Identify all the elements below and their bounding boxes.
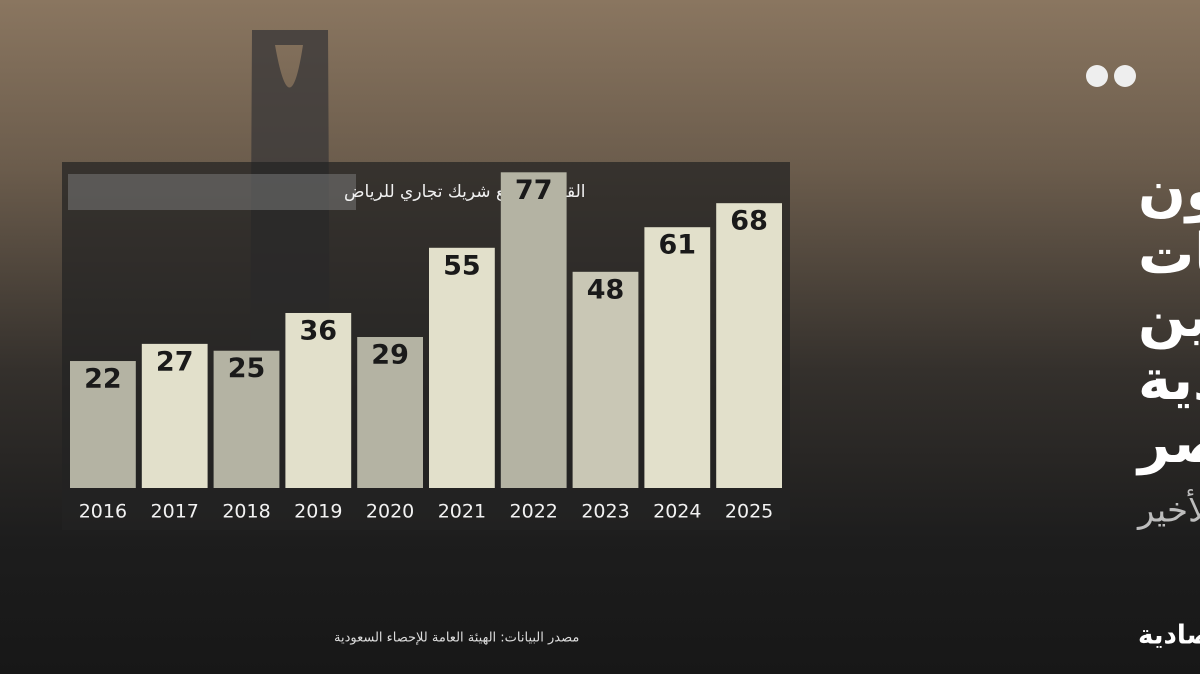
bar [429, 247, 495, 488]
caption-box [68, 174, 356, 210]
subtitle: في العقد الأخير [1136, 489, 1200, 531]
bar [213, 350, 280, 488]
bar [70, 361, 136, 488]
dot [1086, 65, 1108, 87]
value-label: 55 [443, 250, 481, 281]
title-line: تجارية بين [1138, 285, 1200, 350]
source: مصدر البيانات: الهيئة العامة للإحصاء الس… [334, 631, 579, 646]
bar [357, 337, 423, 488]
x-tick-label: 2016 [79, 501, 127, 523]
x-tick-label: 2019 [294, 501, 342, 523]
x-tick-label: 2025 [725, 501, 773, 523]
title-line: نصف تريليون [1138, 159, 1200, 224]
x-tick-label: 2017 [151, 501, 199, 523]
bar [572, 271, 639, 488]
brand-logo: الاقتصادية [1138, 621, 1200, 651]
title-line: ريال علاقات [1138, 222, 1200, 287]
value-label: 36 [300, 315, 338, 346]
x-tick-label: 2024 [653, 501, 701, 523]
bar [644, 227, 711, 488]
value-label: 68 [730, 206, 768, 237]
x-tick-label: 2018 [222, 501, 270, 523]
value-label: 77 [515, 175, 553, 206]
title-line: ومصر [1135, 411, 1200, 476]
bar [141, 343, 208, 488]
bar [716, 203, 782, 488]
x-tick-label: 2020 [366, 501, 414, 523]
title-line: السعودية [1138, 348, 1200, 413]
x-tick-label: 2023 [581, 501, 629, 523]
value-label: 29 [371, 340, 409, 371]
value-label: 48 [587, 274, 625, 305]
dot [1114, 65, 1136, 87]
value-label: 25 [228, 353, 266, 384]
bar [285, 312, 352, 488]
value-label: 22 [84, 364, 122, 395]
value-label: 27 [156, 346, 194, 377]
x-tick-label: 2021 [438, 501, 486, 523]
x-tick-label: 2022 [510, 501, 558, 523]
value-label: 61 [659, 230, 697, 261]
bar [500, 172, 567, 488]
